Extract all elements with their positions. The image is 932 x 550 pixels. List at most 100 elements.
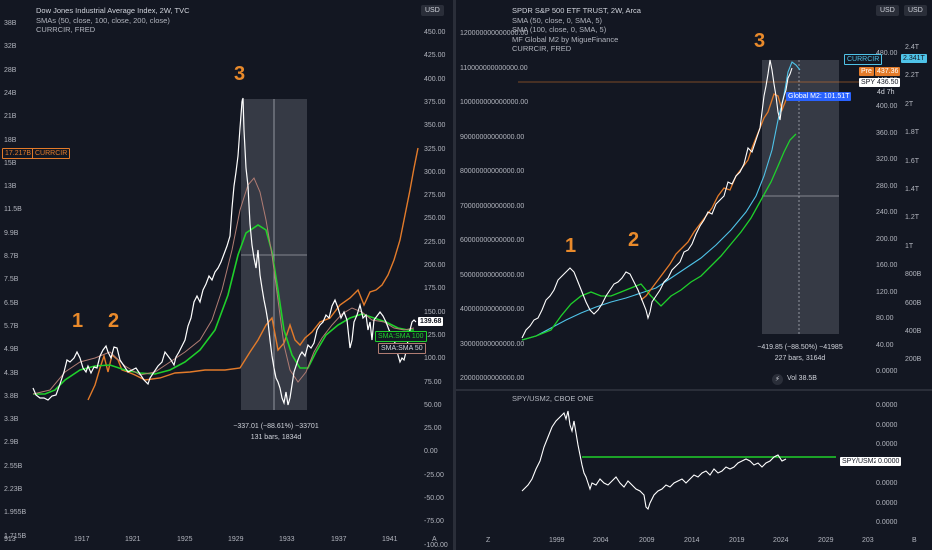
axis-tick-label: 110000000000000.00 — [460, 64, 528, 72]
axis-tick-label: 425.00 — [424, 52, 446, 60]
axis-tick-label: 300.00 — [424, 168, 446, 176]
dow-measure-label: −337.01 (−88.61%) −33701 131 bars, 1834d — [230, 421, 322, 443]
dow-annotation-1[interactable]: 1 — [72, 310, 84, 332]
axis-tick-label: 0.0000 — [876, 519, 898, 526]
axis-tick-label: 1.6T — [905, 157, 920, 165]
spy-usm2-value-badge: 0.0000 — [876, 457, 902, 466]
axis-tick-label: 160.00 — [876, 262, 898, 269]
axis-tick-label: 4.3B — [4, 369, 19, 377]
spy-annotation-2[interactable]: 2 — [628, 229, 640, 251]
spy-currency-button[interactable]: USD — [876, 5, 899, 16]
pane-divider-vertical[interactable] — [453, 0, 456, 550]
spy-annotation-3[interactable]: 3 — [754, 30, 766, 52]
spy-chart-svg — [518, 59, 866, 341]
axis-tick-label: 0.0000 — [876, 499, 898, 507]
pane-divider-horizontal[interactable] — [456, 389, 932, 391]
axis-tick-label: 2.23B — [4, 486, 23, 493]
axis-tick-label: 200.00 — [424, 262, 446, 269]
spy-m2-value-badge: Global M2: 101.51T — [786, 92, 852, 101]
dow-legend-title[interactable]: Dow Jones Industrial Average Index, 2W, … — [36, 6, 190, 15]
spy-legend-sma50[interactable]: SMA (50, close, 0, SMA, 5) — [512, 15, 603, 25]
axis-tick-label: 225.00 — [424, 238, 446, 246]
dow-currcir-line — [87, 147, 419, 401]
dow-annotation-3[interactable]: 3 — [234, 63, 246, 85]
dow-legend: Dow Jones Industrial Average Index, 2W, … — [36, 6, 190, 35]
dow-currency-button[interactable]: USD — [421, 5, 444, 16]
axis-tick-label: 0.0000 — [876, 441, 898, 448]
axis-tick-label: 120.00 — [876, 288, 898, 296]
axis-tick-label: 400.00 — [876, 103, 898, 110]
spy-m2-line — [521, 61, 801, 341]
time-axis-tick: 2009 — [639, 537, 655, 544]
spy-currency-button-2[interactable]: USD — [904, 5, 927, 16]
spy-measure-box[interactable] — [762, 60, 839, 334]
axis-tick-label: 70000000000000.00 — [460, 202, 525, 210]
dow-sma50-line — [32, 177, 415, 395]
dow-measure-bars: 131 bars, 1834d — [250, 434, 302, 441]
time-axis-tick: 2029 — [818, 537, 834, 544]
spy-legend-title[interactable]: SPDR S&P 500 ETF TRUST, 2W, Arca — [512, 6, 641, 15]
axis-tick-label: 25.00 — [424, 425, 442, 433]
axis-tick-label: 125.00 — [424, 331, 446, 339]
axis-tick-label: 38B — [4, 20, 17, 27]
axis-tick-label: 60000000000000.00 — [460, 237, 525, 244]
spy-chart-pane[interactable]: SPDR S&P 500 ETF TRUST, 2W, Arca SMA (50… — [456, 0, 932, 389]
dow-price-line — [32, 97, 417, 406]
axis-tick-label: 0.0000 — [876, 421, 898, 429]
spy-currcir-line — [640, 91, 795, 301]
time-axis-tick: 203 — [862, 537, 874, 544]
dow-sma50-badge: SMA:SMA 50 — [378, 343, 426, 354]
time-axis-tick: 2004 — [593, 537, 609, 544]
time-axis-tick: 1933 — [279, 536, 295, 543]
axis-tick-label: 100.00 — [424, 355, 446, 363]
spy-ticker-badge: SPY — [859, 78, 878, 87]
spy-sma100-line — [521, 133, 797, 341]
axis-tick-label: 7.5B — [4, 276, 19, 284]
spy-axis-corner-left[interactable]: Z — [486, 537, 491, 544]
dow-chart-pane[interactable]: Dow Jones Industrial Average Index, 2W, … — [0, 0, 453, 550]
axis-tick-label: 6.5B — [4, 299, 19, 307]
spy-legend-sma100[interactable]: SMA (100, close, 0, SMA, 5) — [512, 25, 607, 34]
axis-tick-label: -50.00 — [424, 495, 444, 502]
spy-usm2-legend[interactable]: SPY/USM2, CBOE ONE — [512, 394, 594, 403]
axis-tick-label: -25.00 — [424, 471, 444, 479]
axis-tick-label: 4.9B — [4, 346, 19, 354]
dow-currcir-label-badge: CURRCIR — [32, 148, 71, 159]
spy-countdown-badge: 4d 7h — [875, 88, 897, 97]
axis-tick-label: 8.7B — [4, 253, 19, 260]
axis-tick-label: 2.4T — [905, 44, 920, 51]
axis-tick-label: 30000000000000.00 — [460, 340, 525, 348]
spy-usm2-pane[interactable]: SPY/USM2, CBOE ONE 0.0000 0.0000 0.0000 0.0… — [456, 391, 932, 536]
axis-tick-label: -100.00 — [424, 541, 448, 549]
spy-lightning-icon[interactable]: ⚡ — [772, 374, 783, 385]
axis-tick-label: 24B — [4, 89, 17, 97]
spy-annotation-1[interactable]: 1 — [565, 235, 577, 257]
time-axis-tick: 913 — [4, 536, 16, 543]
spy-price-badge: 436.50 — [875, 78, 901, 87]
time-axis-tick: 1929 — [228, 536, 244, 543]
spy-axis-corner-right[interactable]: B — [912, 537, 917, 544]
axis-tick-label: 9.9B — [4, 229, 19, 237]
axis-tick-label: 480.00 — [876, 50, 898, 57]
axis-tick-label: 18B — [4, 136, 17, 144]
spy-legend-m2[interactable]: MF Global M2 by MigueFinance — [512, 34, 619, 44]
axis-tick-label: 80.00 — [876, 315, 894, 322]
axis-tick-label: 40.00 — [876, 341, 894, 349]
spy-usm2-svg — [521, 410, 836, 511]
axis-tick-label: 450.00 — [424, 29, 446, 36]
dow-legend-sma[interactable]: SMAs (50, close, 100, close, 200, close) — [36, 15, 170, 25]
axis-tick-label: 50.00 — [424, 401, 442, 409]
axis-tick-label: 325.00 — [424, 145, 446, 153]
spy-vol-label: Vol 38.5B — [787, 375, 817, 382]
spy-measure-label: −419.85 (−88.50%) −41985 227 bars, 3164d — [752, 342, 848, 364]
dow-legend-currcir[interactable]: CURRCIR, FRED — [36, 25, 96, 34]
spy-pre-label-badge: Pre — [859, 67, 874, 76]
spy-legend-currcir[interactable]: CURRCIR, FRED — [512, 44, 572, 53]
axis-tick-label: 350.00 — [424, 122, 446, 130]
dow-measure-change: −337.01 (−88.61%) −33701 — [233, 423, 319, 430]
dow-annotation-2[interactable]: 2 — [108, 310, 120, 332]
dow-sma100-line — [33, 224, 414, 395]
axis-tick-label: 20000000000000.00 — [460, 375, 525, 382]
axis-tick-label: 280.00 — [876, 182, 898, 190]
dow-axis-corner[interactable]: A — [432, 536, 437, 543]
